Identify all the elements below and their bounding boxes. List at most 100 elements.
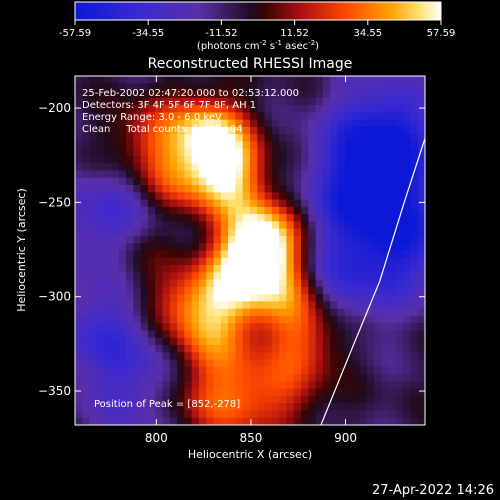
heatmap-cell <box>293 105 302 113</box>
heatmap-cell <box>75 301 83 310</box>
heatmap-cell <box>301 395 309 404</box>
heatmap-cell <box>330 243 339 252</box>
heatmap-cell <box>89 243 98 252</box>
heatmap-cell <box>133 257 142 266</box>
heatmap-cell <box>315 381 324 390</box>
heatmap-cell <box>140 323 149 332</box>
heatmap-cell <box>89 286 98 295</box>
heatmap-cell <box>162 155 171 164</box>
heatmap-cell <box>104 83 113 92</box>
heatmap-cell <box>220 148 229 157</box>
heatmap-cell <box>395 163 404 172</box>
heatmap-cell <box>140 250 149 259</box>
heatmap-cell <box>293 250 302 259</box>
heatmap-cell <box>337 192 346 201</box>
heatmap-cell <box>250 395 258 404</box>
heatmap-cell <box>395 76 404 84</box>
heatmap-cell <box>213 359 222 368</box>
heatmap-cell <box>162 395 171 404</box>
heatmap-cell <box>213 366 222 375</box>
heatmap-cell <box>315 330 324 339</box>
heatmap-cell <box>388 359 397 368</box>
heatmap-cell <box>271 265 280 273</box>
heatmap-cell <box>169 148 178 157</box>
heatmap-cell <box>147 119 156 128</box>
heatmap-cell <box>242 214 251 223</box>
heatmap-cell <box>177 337 185 346</box>
heatmap-cell <box>264 83 273 92</box>
heatmap-cell <box>213 170 222 179</box>
heatmap-cell <box>395 105 404 113</box>
heatmap-cell <box>147 345 156 353</box>
heatmap-cell <box>373 403 382 412</box>
heatmap-cell <box>337 366 346 375</box>
heatmap-cell <box>403 83 412 92</box>
heatmap-cell <box>373 323 382 332</box>
heatmap-cell <box>344 192 353 201</box>
heatmap-cell <box>213 192 222 201</box>
heatmap-cell <box>242 221 251 230</box>
heatmap-cell <box>344 366 353 375</box>
heatmap-cell <box>417 185 425 193</box>
heatmap-cell <box>366 272 375 281</box>
heatmap-cell <box>279 272 288 281</box>
heatmap-cell <box>388 272 397 281</box>
heatmap-cell <box>344 119 353 128</box>
heatmap-cell <box>206 76 215 84</box>
heatmap-cell <box>381 206 390 215</box>
heatmap-cell <box>235 359 244 368</box>
heatmap-cell <box>301 221 309 230</box>
heatmap-cell <box>228 76 237 84</box>
heatmap-cell <box>264 265 273 273</box>
heatmap-cell <box>271 257 280 266</box>
heatmap-cell <box>96 76 105 84</box>
heatmap-cell <box>250 185 258 193</box>
heatmap-cell <box>140 214 149 223</box>
heatmap-cell <box>118 148 127 157</box>
heatmap-cell <box>417 214 425 223</box>
heatmap-cell <box>133 315 142 324</box>
heatmap-cell <box>96 221 105 230</box>
heatmap-cell <box>191 272 200 281</box>
heatmap-cell <box>162 141 171 150</box>
heatmap-cell <box>395 366 404 375</box>
heatmap-cell <box>96 272 105 281</box>
heatmap-cell <box>301 214 309 223</box>
heatmap-cell <box>257 97 266 106</box>
heatmap-cell <box>213 308 222 317</box>
heatmap-cell <box>293 323 302 332</box>
heatmap-cell <box>403 308 412 317</box>
heatmap-cell <box>359 148 368 157</box>
heatmap-cell <box>373 221 382 230</box>
heatmap-cell <box>403 257 412 266</box>
heatmap-cell <box>155 323 164 332</box>
heatmap-cell <box>395 352 404 361</box>
heatmap-cell <box>388 279 397 288</box>
detectors-text: Detectors: 3F 4F 5F 6F 7F 8F, AH 1 <box>82 100 256 111</box>
heatmap-cell <box>75 105 83 113</box>
heatmap-cell <box>198 294 207 302</box>
heatmap-cell <box>206 83 215 92</box>
heatmap-cell <box>344 83 353 92</box>
heatmap-cell <box>89 170 98 179</box>
heatmap-cell <box>403 155 412 164</box>
heatmap-cell <box>162 163 171 172</box>
heatmap-cell <box>315 410 324 419</box>
heatmap-cell <box>242 352 251 361</box>
x-tick-label: 800 <box>145 431 168 445</box>
heatmap-cell <box>381 177 390 186</box>
heatmap-cell <box>140 265 149 273</box>
heatmap-cell <box>366 170 375 179</box>
heatmap-cell <box>75 366 83 375</box>
heatmap-cell <box>352 272 360 281</box>
heatmap-cell <box>75 337 83 346</box>
heatmap-cell <box>366 352 375 361</box>
heatmap-cell <box>96 345 105 353</box>
heatmap-cell <box>206 199 215 208</box>
heatmap-cell <box>126 352 134 361</box>
heatmap-cell <box>133 148 142 157</box>
heatmap-cell <box>111 345 120 353</box>
heatmap-cell <box>184 279 193 288</box>
heatmap-cell <box>140 366 149 375</box>
heatmap-cell <box>206 148 215 157</box>
